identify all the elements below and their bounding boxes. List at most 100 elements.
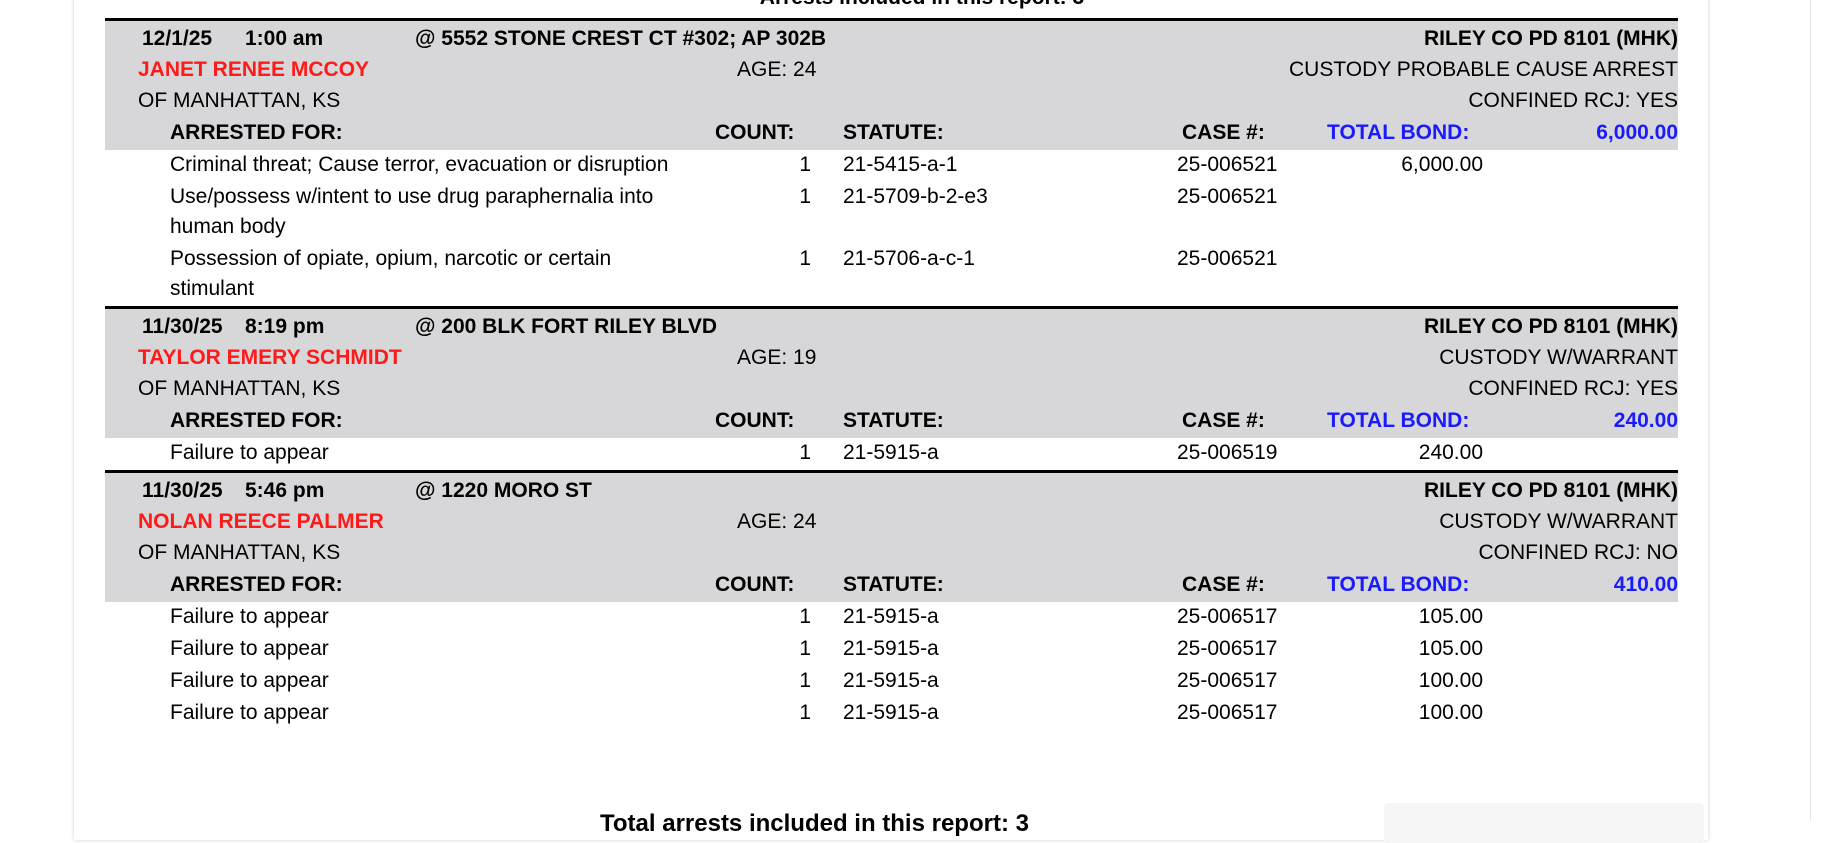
charge-description: Failure to appear bbox=[170, 637, 329, 660]
charge-statute: 21-5915-a bbox=[843, 701, 939, 724]
charge-row: Failure to appear 1 21-5915-a 25-006517 … bbox=[105, 666, 1678, 698]
arrestee-name: TAYLOR EMERY SCHMIDT bbox=[138, 346, 402, 369]
charge-bond: 105.00 bbox=[1418, 637, 1483, 660]
custody-type: CUSTODY W/WARRANT bbox=[1439, 346, 1678, 369]
charge-description: Criminal threat; Cause terror, evacuatio… bbox=[170, 153, 669, 176]
arrest-time: 8:19 pm bbox=[245, 315, 325, 338]
record-header: 11/30/25 8:19 pm @ 200 BLK FORT RILEY BLVD… bbox=[105, 309, 1678, 438]
arrestee-origin: OF MANHATTAN, KS bbox=[138, 541, 341, 564]
charge-bond: 105.00 bbox=[1418, 605, 1483, 628]
arrestee-origin: OF MANHATTAN, KS bbox=[138, 89, 341, 112]
charge-case: 25-006517 bbox=[1177, 669, 1278, 692]
arrest-address: @ 5552 STONE CREST CT #302; AP 302B bbox=[415, 27, 827, 50]
total-bond-value: 410.00 bbox=[1613, 573, 1678, 596]
arresting-agency: RILEY CO PD 8101 (MHK) bbox=[1424, 479, 1678, 502]
charge-case: 25-006517 bbox=[1177, 637, 1278, 660]
charge-count: 1 bbox=[799, 701, 811, 724]
arrestee-age: AGE: 19 bbox=[737, 346, 817, 369]
arrested-for-label: ARRESTED FOR: bbox=[170, 573, 343, 596]
arrestee-name: NOLAN REECE PALMER bbox=[138, 510, 384, 533]
arrested-for-label: ARRESTED FOR: bbox=[170, 409, 343, 432]
charge-statute: 21-5915-a bbox=[843, 669, 939, 692]
charge-row: Possession of opiate, opium, narcotic or… bbox=[105, 244, 1678, 306]
statute-label: STATUTE: bbox=[843, 573, 944, 596]
arrest-address: @ 200 BLK FORT RILEY BLVD bbox=[415, 315, 718, 338]
arrest-records: 12/1/25 1:00 am @ 5552 STONE CREST CT #302… bbox=[105, 18, 1678, 730]
charge-description: Possession of opiate, opium, narcotic or… bbox=[170, 247, 612, 300]
count-label: COUNT: bbox=[715, 409, 795, 432]
arrested-for-label: ARRESTED FOR: bbox=[170, 121, 343, 144]
charge-bond: 240.00 bbox=[1418, 441, 1483, 464]
charge-statute: 21-5709-b-2-e3 bbox=[843, 185, 988, 208]
charge-row: Use/possess w/intent to use drug paraphe… bbox=[105, 182, 1678, 244]
custody-type: CUSTODY W/WARRANT bbox=[1439, 510, 1678, 533]
arrest-record: 11/30/25 8:19 pm @ 200 BLK FORT RILEY BLVD… bbox=[105, 306, 1678, 470]
charge-statute: 21-5915-a bbox=[843, 605, 939, 628]
arrest-record: 12/1/25 1:00 am @ 5552 STONE CREST CT #302… bbox=[105, 18, 1678, 306]
total-bond-value: 240.00 bbox=[1613, 409, 1678, 432]
charge-count: 1 bbox=[799, 185, 811, 208]
arrest-record: 11/30/25 5:46 pm @ 1220 MORO ST RILEY CO PD… bbox=[105, 470, 1678, 730]
bottom-panel bbox=[1384, 803, 1704, 843]
arrest-time: 1:00 am bbox=[245, 27, 324, 50]
scrollbar-track[interactable] bbox=[1810, 0, 1811, 820]
arrestee-age: AGE: 24 bbox=[737, 58, 817, 81]
charge-statute: 21-5415-a-1 bbox=[843, 153, 958, 176]
report-bottom-title: Total arrests included in this report: 3 bbox=[600, 810, 1029, 837]
charge-bond: 6,000.00 bbox=[1401, 153, 1483, 176]
arrest-date: 11/30/25 bbox=[142, 479, 223, 502]
charge-row: Failure to appear 1 21-5915-a 25-006519 … bbox=[105, 438, 1678, 470]
arrest-date: 12/1/25 bbox=[142, 27, 213, 50]
confined-status: CONFINED RCJ: YES bbox=[1468, 89, 1678, 112]
arrest-time: 5:46 pm bbox=[245, 479, 325, 502]
charge-case: 25-006519 bbox=[1177, 441, 1278, 464]
case-label: CASE #: bbox=[1182, 121, 1265, 144]
charge-count: 1 bbox=[799, 637, 811, 660]
charge-case: 25-006521 bbox=[1177, 185, 1278, 208]
arresting-agency: RILEY CO PD 8101 (MHK) bbox=[1424, 315, 1678, 338]
charge-case: 25-006517 bbox=[1177, 701, 1278, 724]
charge-count: 1 bbox=[799, 247, 811, 270]
total-bond-label: TOTAL BOND: bbox=[1327, 121, 1470, 144]
total-bond-label: TOTAL BOND: bbox=[1327, 409, 1470, 432]
arrest-date: 11/30/25 bbox=[142, 315, 223, 338]
statute-label: STATUTE: bbox=[843, 121, 944, 144]
charge-description: Use/possess w/intent to use drug paraphe… bbox=[170, 185, 654, 238]
case-label: CASE #: bbox=[1182, 573, 1265, 596]
charge-statute: 21-5915-a bbox=[843, 441, 939, 464]
charge-row: Criminal threat; Cause terror, evacuatio… bbox=[105, 150, 1678, 182]
count-label: COUNT: bbox=[715, 573, 795, 596]
arrestee-origin: OF MANHATTAN, KS bbox=[138, 377, 341, 400]
arrestee-age: AGE: 24 bbox=[737, 510, 817, 533]
arrestee-name: JANET RENEE MCCOY bbox=[138, 58, 370, 81]
charge-description: Failure to appear bbox=[170, 605, 329, 628]
charge-description: Failure to appear bbox=[170, 441, 329, 464]
report-top-title: Arrests included in this report: 3 bbox=[0, 0, 1844, 10]
record-header: 12/1/25 1:00 am @ 5552 STONE CREST CT #302… bbox=[105, 21, 1678, 150]
arresting-agency: RILEY CO PD 8101 (MHK) bbox=[1424, 27, 1678, 50]
charge-case: 25-006521 bbox=[1177, 153, 1278, 176]
charge-description: Failure to appear bbox=[170, 701, 329, 724]
charge-case: 25-006521 bbox=[1177, 247, 1278, 270]
count-label: COUNT: bbox=[715, 121, 795, 144]
charge-statute: 21-5915-a bbox=[843, 637, 939, 660]
charge-statute: 21-5706-a-c-1 bbox=[843, 247, 975, 270]
charge-row: Failure to appear 1 21-5915-a 25-006517 … bbox=[105, 602, 1678, 634]
record-header: 11/30/25 5:46 pm @ 1220 MORO ST RILEY CO PD… bbox=[105, 473, 1678, 602]
statute-label: STATUTE: bbox=[843, 409, 944, 432]
charge-count: 1 bbox=[799, 153, 811, 176]
confined-status: CONFINED RCJ: YES bbox=[1468, 377, 1678, 400]
total-bond-value: 6,000.00 bbox=[1596, 121, 1678, 144]
charge-case: 25-006517 bbox=[1177, 605, 1278, 628]
charge-count: 1 bbox=[799, 441, 811, 464]
charge-bond: 100.00 bbox=[1418, 669, 1483, 692]
custody-type: CUSTODY PROBABLE CAUSE ARREST bbox=[1288, 58, 1678, 81]
charge-row: Failure to appear 1 21-5915-a 25-006517 … bbox=[105, 698, 1678, 730]
charge-count: 1 bbox=[799, 605, 811, 628]
charge-count: 1 bbox=[799, 669, 811, 692]
charge-description: Failure to appear bbox=[170, 669, 329, 692]
charge-row: Failure to appear 1 21-5915-a 25-006517 … bbox=[105, 634, 1678, 666]
arrest-address: @ 1220 MORO ST bbox=[415, 479, 592, 502]
charge-bond: 100.00 bbox=[1418, 701, 1483, 724]
case-label: CASE #: bbox=[1182, 409, 1265, 432]
